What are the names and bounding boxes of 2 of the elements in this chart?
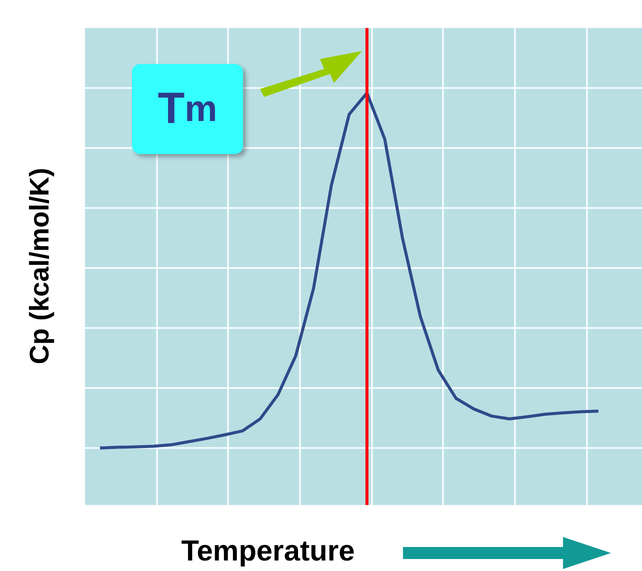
x-axis-title: Temperature bbox=[181, 536, 355, 568]
y-axis-title: Cp (kcal/mol/K) bbox=[24, 168, 56, 364]
